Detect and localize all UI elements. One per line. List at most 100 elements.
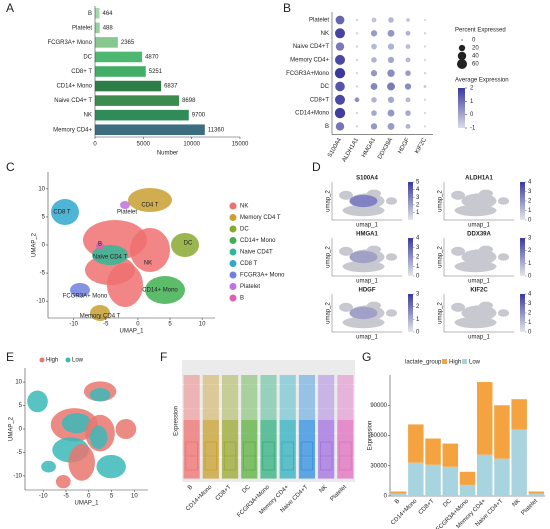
dot bbox=[335, 122, 345, 131]
panel-letter: B bbox=[283, 1, 291, 15]
bar-segment bbox=[390, 491, 407, 494]
legend-title: lactate_group bbox=[405, 360, 442, 366]
cluster bbox=[96, 454, 126, 479]
cells bbox=[451, 246, 465, 256]
cells bbox=[454, 260, 497, 273]
cells bbox=[460, 209, 470, 216]
dot bbox=[406, 18, 410, 22]
cluster bbox=[115, 418, 137, 440]
y-axis-label: UMAP_2 bbox=[32, 232, 38, 257]
bar-segment bbox=[390, 493, 407, 496]
panel-letter: G bbox=[362, 350, 371, 364]
dot bbox=[355, 111, 359, 115]
cluster-label: B bbox=[98, 242, 102, 248]
column-label: HDGF bbox=[397, 137, 411, 155]
cells bbox=[367, 301, 381, 310]
legend-label: High bbox=[449, 360, 461, 366]
dot bbox=[370, 83, 378, 90]
dot bbox=[387, 43, 395, 50]
row-label: CD14+Mono bbox=[295, 111, 330, 117]
colorbar-label: 4 bbox=[528, 292, 532, 298]
dot bbox=[371, 57, 377, 63]
x-axis-label: UMAP_1 bbox=[119, 329, 144, 335]
y-tick-label: -10 bbox=[36, 299, 45, 305]
expressing-cells bbox=[349, 194, 378, 208]
legend-dot bbox=[457, 51, 467, 61]
dot bbox=[387, 69, 395, 77]
y-axis-label: umap_2 bbox=[438, 301, 444, 323]
jitter-core bbox=[279, 420, 296, 478]
cells bbox=[497, 309, 510, 317]
legend-swatch bbox=[39, 357, 45, 363]
column-label: DDX39A bbox=[377, 137, 394, 160]
value-label: 464 bbox=[102, 11, 113, 17]
column-label: ALDH1A1 bbox=[342, 137, 361, 164]
legend-swatch bbox=[229, 283, 237, 290]
category-label: B bbox=[88, 11, 92, 17]
x-tick-label: 10 bbox=[131, 494, 138, 500]
x-tick-label: 0 bbox=[87, 494, 91, 500]
legend-swatch bbox=[462, 359, 467, 364]
bar bbox=[95, 8, 100, 19]
category-label: CD14+ Mono bbox=[56, 84, 92, 90]
colorbar-label: 0 bbox=[416, 274, 420, 280]
x-axis-label: Number bbox=[157, 151, 178, 157]
dot bbox=[354, 97, 360, 103]
legend-swatch bbox=[229, 202, 237, 210]
cluster-label: NK bbox=[144, 261, 152, 267]
cells bbox=[385, 253, 398, 261]
colorbar-label: 1 bbox=[416, 317, 420, 323]
cells bbox=[451, 190, 465, 200]
value-label: 2365 bbox=[121, 40, 135, 46]
legend-swatch bbox=[229, 214, 237, 221]
cells bbox=[367, 245, 381, 254]
colorbar-label: 1 bbox=[416, 210, 420, 216]
legend-label: Memory CD4 T bbox=[240, 215, 281, 221]
dot bbox=[335, 15, 345, 25]
legend-dot bbox=[461, 39, 463, 41]
jitter-core bbox=[183, 420, 200, 478]
x-axis-label: umap_1 bbox=[468, 279, 490, 285]
dot bbox=[423, 58, 427, 62]
legend-label: B bbox=[240, 296, 244, 302]
dot bbox=[370, 30, 378, 37]
y-axis-label: UMAP_2 bbox=[9, 416, 15, 441]
colorbar-label: 3 bbox=[416, 195, 420, 201]
colorbar-label: 1 bbox=[470, 99, 474, 105]
dot bbox=[387, 109, 395, 117]
cells bbox=[339, 246, 353, 256]
x-axis-label: umap_1 bbox=[356, 223, 378, 229]
colorbar bbox=[408, 182, 413, 220]
y-axis-label: Expression bbox=[174, 406, 180, 436]
bar-segment bbox=[425, 438, 441, 465]
bar-segment bbox=[442, 466, 459, 496]
x-tick-label: B bbox=[187, 484, 194, 491]
dot bbox=[355, 32, 359, 35]
legend-label: Low bbox=[72, 358, 84, 364]
dot bbox=[371, 97, 377, 103]
bar bbox=[95, 109, 189, 121]
y-axis-label: Expression bbox=[368, 421, 374, 451]
dot bbox=[334, 107, 346, 119]
cells bbox=[385, 197, 398, 205]
x-tick-label: NK bbox=[512, 498, 522, 508]
colorbar-label: 0 bbox=[528, 218, 532, 224]
feature-title: DDX39A bbox=[467, 232, 491, 238]
cluster-label: CD14+ Mono bbox=[142, 288, 178, 294]
y-tick-label: 10 bbox=[15, 380, 22, 386]
y-tick-label: 90000 bbox=[370, 403, 387, 409]
legend-swatch bbox=[65, 357, 71, 363]
dot bbox=[405, 124, 411, 129]
dot bbox=[335, 28, 345, 39]
cluster bbox=[61, 413, 92, 434]
colorbar-label: 2 bbox=[528, 248, 532, 254]
panel-letter: E bbox=[6, 350, 14, 364]
bar-segment bbox=[425, 464, 441, 496]
dot bbox=[404, 83, 412, 90]
category-label: Memory CD4+ bbox=[53, 127, 92, 133]
dot bbox=[355, 125, 359, 128]
dot bbox=[355, 58, 359, 62]
y-tick-label: 30000 bbox=[370, 463, 387, 469]
row-label: DC bbox=[320, 84, 329, 90]
